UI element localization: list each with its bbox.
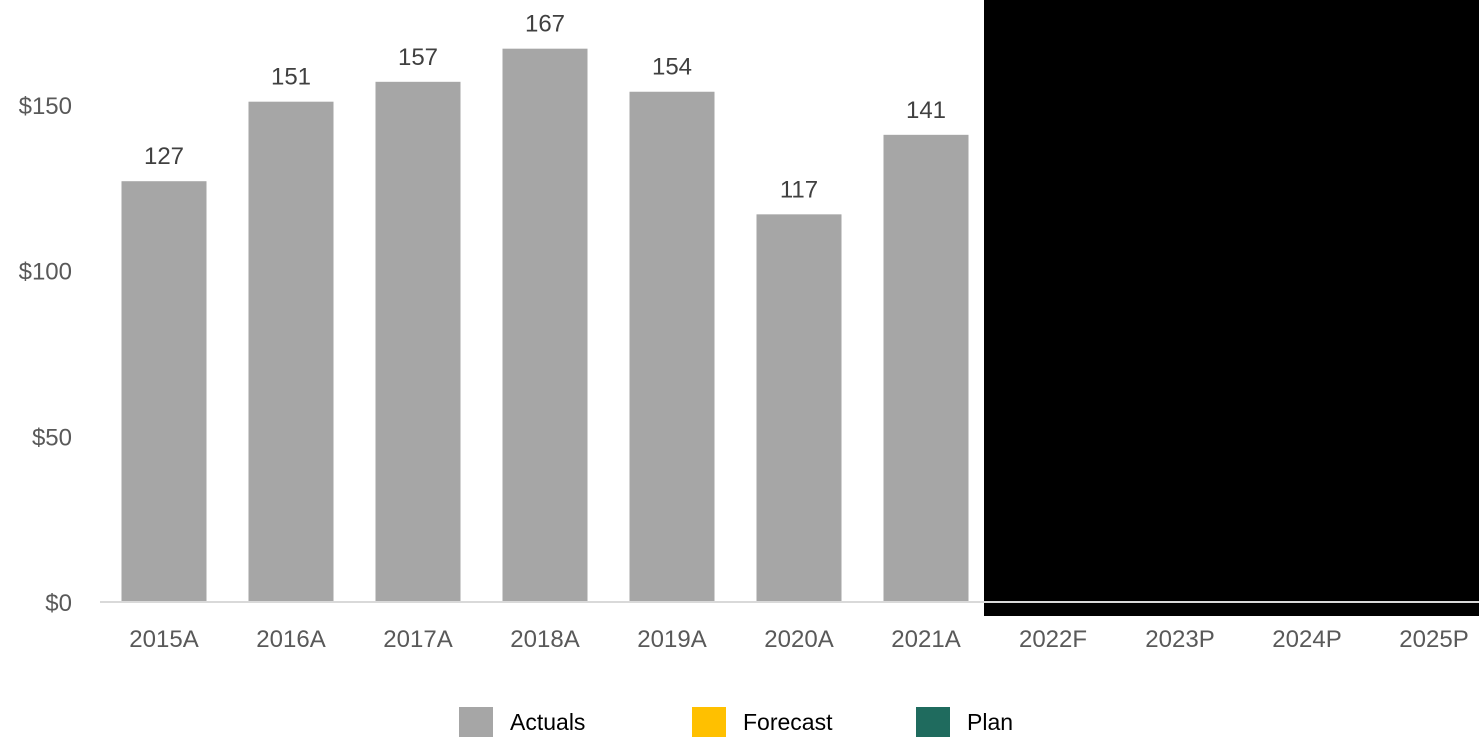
legend-swatch-forecast — [692, 707, 726, 737]
redaction-box — [984, 0, 1479, 616]
data-label-2019A: 154 — [652, 54, 692, 81]
x-tick-label-2017A: 2017A — [383, 626, 452, 653]
data-label-2020A: 117 — [780, 176, 818, 203]
legend-item-plan: Plan — [916, 707, 1013, 737]
x-tick-label-2024P: 2024P — [1272, 626, 1341, 653]
data-label-2016A: 151 — [271, 64, 311, 91]
legend-swatch-plan — [916, 707, 950, 737]
legend-swatch-actuals — [459, 707, 493, 737]
data-label-2018A: 167 — [525, 11, 565, 38]
bar-2018A — [502, 48, 588, 602]
legend-label-actuals: Actuals — [510, 708, 586, 735]
bar-2017A — [375, 81, 461, 603]
x-tick-label-2019A: 2019A — [637, 626, 706, 653]
bar-2015A — [121, 181, 207, 602]
x-tick-label-2023P: 2023P — [1145, 626, 1214, 653]
x-tick-label-2016A: 2016A — [256, 626, 325, 653]
y-axis-ticks: $0 $50 $100 $150 — [19, 93, 72, 617]
x-tick-label-2025P: 2025P — [1399, 626, 1468, 653]
legend: Actuals Forecast Plan — [0, 707, 1479, 743]
x-axis-ticks: 2015A 2016A 2017A 2018A 2019A 2020A 2021A 2022F… — [129, 626, 1468, 653]
y-tick-label: $50 — [32, 424, 72, 451]
x-tick-label-2015A: 2015A — [129, 626, 198, 653]
y-tick-label: $150 — [19, 93, 72, 120]
data-label-2015A: 127 — [144, 143, 184, 170]
bar-2019A — [629, 91, 715, 602]
bar-2021A — [883, 134, 969, 602]
x-tick-label-2022F: 2022F — [1019, 626, 1087, 653]
x-tick-label-2020A: 2020A — [764, 626, 833, 653]
legend-item-actuals: Actuals — [459, 707, 585, 737]
bars-layer — [121, 48, 969, 603]
data-labels-layer: 127 151 157 167 154 117 141 — [144, 11, 946, 204]
legend-item-forecast: Forecast — [692, 707, 832, 737]
x-tick-label-2018A: 2018A — [510, 626, 579, 653]
legend-label-forecast: Forecast — [743, 708, 833, 735]
data-label-2021A: 141 — [906, 97, 946, 124]
legend-label-plan: Plan — [967, 708, 1014, 735]
x-tick-label-2021A: 2021A — [891, 626, 960, 653]
y-tick-label: $0 — [45, 590, 72, 617]
bar-2016A — [248, 101, 334, 602]
bar-2020A — [756, 214, 842, 602]
data-label-2017A: 157 — [398, 44, 438, 71]
y-tick-label: $100 — [19, 259, 72, 286]
